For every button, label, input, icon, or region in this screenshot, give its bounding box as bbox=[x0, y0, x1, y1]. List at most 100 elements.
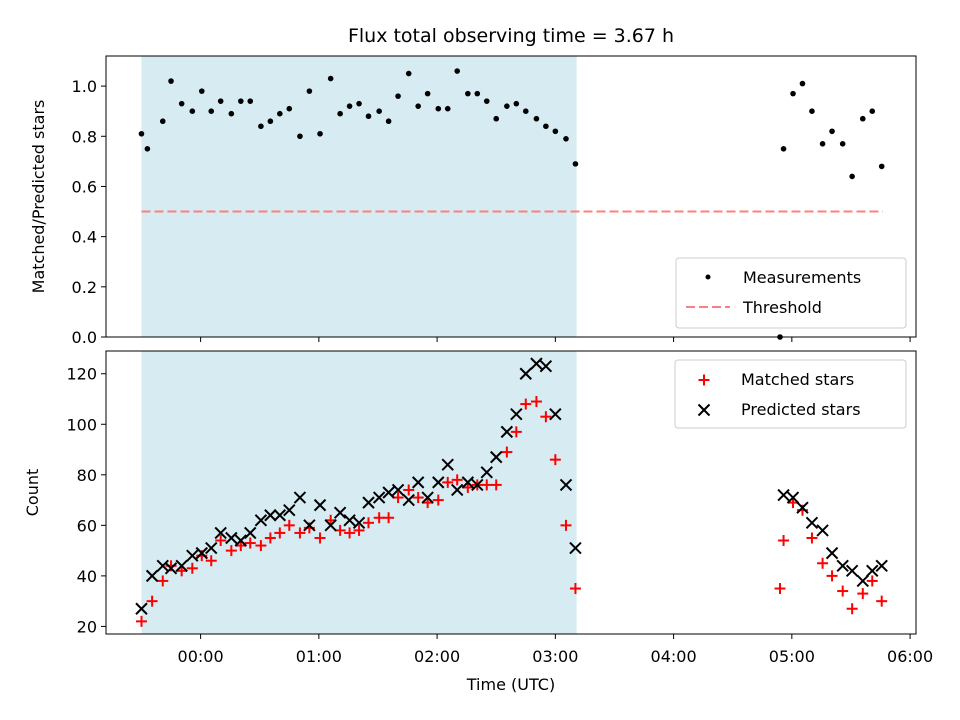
count-panel: 20 40 60 80 100 120 00:00 01:00 02:00 03:00 04:00… bbox=[23, 350, 933, 694]
matched-star-point bbox=[837, 585, 849, 597]
measurement-point bbox=[277, 110, 283, 117]
predicted-star-point bbox=[432, 476, 445, 489]
predicted-star-point bbox=[549, 407, 562, 421]
predicted-star-point bbox=[866, 564, 879, 578]
matched-star-point bbox=[549, 454, 561, 466]
measurement-point bbox=[543, 123, 549, 130]
predicted-star-point bbox=[490, 450, 503, 464]
predicted-star-point bbox=[845, 564, 859, 578]
measurement-point bbox=[346, 103, 353, 109]
legend-matched-marker bbox=[698, 374, 710, 386]
predicted-stars-points bbox=[135, 357, 888, 615]
matched-star-point bbox=[283, 519, 295, 531]
matched-star-point bbox=[560, 519, 572, 531]
matched-star-point bbox=[215, 535, 227, 547]
y-tick-label: 20 bbox=[77, 617, 97, 636]
ratio-panel: 0.0 0.2 0.4 0.6 0.8 1.0 Flux total observing … bbox=[29, 25, 917, 347]
measurement-point bbox=[376, 108, 382, 114]
x-tick-label: 06:00 bbox=[887, 647, 933, 666]
measurement-point bbox=[415, 103, 421, 109]
predicted-star-point bbox=[372, 491, 386, 504]
measurement-point bbox=[454, 68, 460, 74]
predicted-star-point bbox=[461, 476, 475, 489]
predicted-star-point bbox=[205, 541, 218, 555]
y-tick-label: 0.6 bbox=[72, 177, 97, 196]
matched-star-point bbox=[294, 527, 306, 539]
measurement-point bbox=[337, 110, 343, 117]
measurement-point bbox=[799, 80, 806, 87]
x-tick-label: 02:00 bbox=[414, 647, 460, 666]
count-legend-box bbox=[674, 359, 907, 429]
predicted-star-point bbox=[324, 519, 337, 532]
matched-star-point bbox=[481, 479, 493, 491]
measurement-point bbox=[144, 146, 151, 152]
chart-title: Flux total observing time = 3.67 h bbox=[348, 25, 674, 47]
measurement-point bbox=[217, 98, 224, 104]
measurement-point bbox=[513, 100, 520, 107]
x-tick-label: 01:00 bbox=[296, 647, 342, 666]
measurement-point bbox=[327, 75, 334, 82]
measurement-point bbox=[138, 130, 145, 137]
matched-star-point bbox=[530, 396, 542, 408]
count-y-axis-label: Count bbox=[23, 469, 42, 517]
matched-star-point bbox=[520, 398, 532, 410]
y-tick-label: 40 bbox=[77, 567, 97, 586]
legend-predicted-marker bbox=[697, 403, 711, 417]
y-tick-label: 0.2 bbox=[72, 278, 97, 297]
predicted-star-point bbox=[519, 367, 532, 380]
measurement-point bbox=[563, 135, 569, 142]
predicted-star-point bbox=[856, 574, 869, 588]
measurement-point bbox=[790, 90, 796, 97]
predicted-star-point bbox=[164, 562, 178, 575]
count-legend: Matched stars Predicted stars bbox=[674, 359, 907, 429]
predicted-star-point bbox=[244, 526, 257, 540]
predicted-star-point bbox=[303, 519, 316, 532]
measurement-point bbox=[317, 130, 323, 137]
measurement-point bbox=[435, 105, 442, 112]
measurement-point bbox=[258, 123, 264, 130]
measurement-point bbox=[306, 88, 313, 94]
measurement-point bbox=[809, 108, 815, 114]
measurement-point bbox=[228, 110, 235, 117]
measurement-point bbox=[159, 118, 166, 125]
matched-star-point bbox=[363, 517, 375, 529]
predicted-star-point bbox=[836, 559, 849, 572]
matched-star-point bbox=[344, 527, 356, 539]
predicted-star-point bbox=[362, 496, 375, 509]
measurement-point bbox=[859, 115, 866, 122]
predicted-star-point bbox=[382, 486, 395, 499]
observing-span-shading bbox=[141, 351, 577, 634]
predicted-star-point bbox=[825, 546, 839, 560]
predicted-star-point bbox=[391, 483, 405, 497]
measurement-point bbox=[829, 128, 835, 135]
y-tick-label: 80 bbox=[77, 466, 97, 485]
matched-star-point bbox=[490, 479, 502, 491]
measurement-point bbox=[189, 108, 196, 114]
x-axis-label: Time (UTC) bbox=[466, 675, 555, 694]
ratio-y-ticks: 0.0 0.2 0.4 0.6 0.8 1.0 bbox=[72, 77, 106, 347]
matched-star-point bbox=[225, 545, 237, 557]
matched-star-point bbox=[432, 494, 444, 506]
matched-star-point bbox=[501, 446, 513, 458]
measurement-point bbox=[208, 108, 215, 114]
predicted-star-point bbox=[195, 546, 208, 560]
matched-star-point bbox=[774, 583, 786, 595]
x-tick-label: 05:00 bbox=[769, 647, 815, 666]
matched-star-point bbox=[569, 583, 581, 595]
predicted-star-point bbox=[156, 559, 169, 572]
measurement-point bbox=[522, 108, 529, 114]
measurement-point bbox=[474, 90, 481, 97]
predicted-star-point bbox=[777, 488, 790, 502]
measurement-point bbox=[267, 118, 274, 125]
predicted-star-point bbox=[805, 516, 819, 530]
measurement-point bbox=[424, 90, 431, 97]
measurement-point bbox=[878, 163, 885, 170]
predicted-star-point bbox=[273, 509, 287, 522]
matched-star-point bbox=[403, 484, 415, 496]
y-tick-label: 100 bbox=[66, 415, 97, 434]
predicted-star-point bbox=[816, 524, 829, 537]
count-y-ticks: 20 40 60 80 100 120 bbox=[66, 365, 106, 636]
measurement-point bbox=[444, 105, 451, 112]
predicted-star-point bbox=[559, 478, 573, 492]
count-axes-frame bbox=[105, 350, 917, 635]
